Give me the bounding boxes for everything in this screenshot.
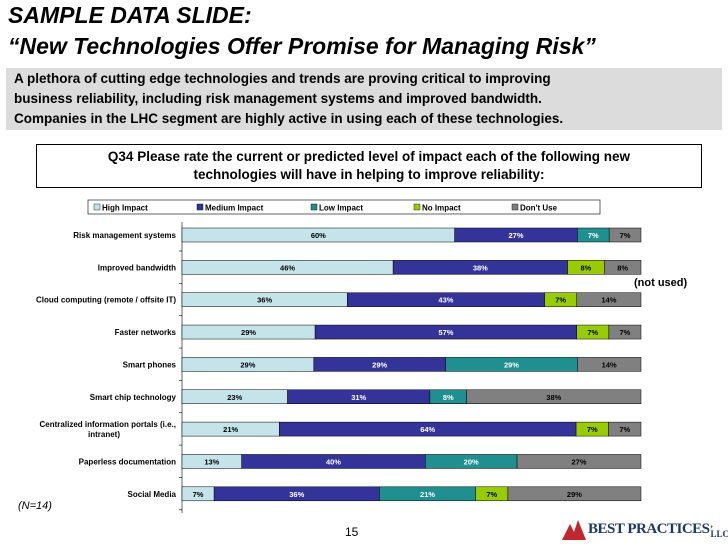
slide-title-line1: SAMPLE DATA SLIDE: <box>8 2 252 28</box>
intro-box: A plethora of cutting edge technologies … <box>6 68 722 130</box>
question-box: Q34 Please rate the current or predicted… <box>36 144 702 188</box>
category-label-improved-bandwidth: Improved bandwidth <box>98 263 176 272</box>
legend-label-low-impact: Low Impact <box>319 204 363 213</box>
legend-swatch-high-impact <box>93 203 101 211</box>
data-label: 7% <box>620 231 631 240</box>
data-label: 60% <box>311 231 326 240</box>
data-label: 29% <box>567 490 582 499</box>
chart-legend: High Impact Medium Impact Low Impact No Imp… <box>87 199 601 215</box>
intro-line-1: A plethora of cutting edge technologies … <box>14 71 551 86</box>
logo-text: BEST PRACTICES <box>588 520 710 537</box>
data-label: 29% <box>241 328 256 337</box>
chart-bars: Risk management systems 60% 27% 7% 7% Improve… <box>36 222 642 514</box>
data-label: 7% <box>587 328 598 337</box>
data-label: 8% <box>580 263 591 272</box>
category-label-risk-management-systems: Risk management systems <box>73 231 176 240</box>
data-label: 8% <box>443 393 454 402</box>
category-label-centralized-information-portals-i-e-intr: Centralized information portals (i.e., in… <box>40 420 176 439</box>
logo-mark-icon <box>562 518 586 540</box>
question-line-1: Q34 Please rate the current or predicted… <box>107 149 631 164</box>
legend-swatch-medium-impact <box>196 203 204 211</box>
data-label: 38% <box>473 263 488 272</box>
data-label: 7% <box>555 296 566 305</box>
category-label-smart-phones: Smart phones <box>123 360 177 369</box>
data-label: 14% <box>602 360 617 369</box>
data-label: 29% <box>240 360 255 369</box>
legend-label-medium-impact: Medium Impact <box>205 204 264 213</box>
data-label: 7% <box>619 425 630 434</box>
legend-swatch-don-t-use <box>511 203 519 211</box>
bar-segment-don-t-use <box>608 324 642 340</box>
bar-segment-don-t-use <box>608 421 642 437</box>
data-label: 27% <box>509 231 524 240</box>
data-label: 29% <box>504 360 519 369</box>
bar-segment-don-t-use <box>577 357 642 372</box>
data-label: 46% <box>280 263 295 272</box>
bar-segment-don-t-use <box>516 454 642 469</box>
bar-segment-don-t-use <box>608 227 642 243</box>
question-line-2: technologies will have in helping to imp… <box>193 167 545 182</box>
data-label: 43% <box>438 296 453 305</box>
not-used-note: (not used) <box>634 277 688 289</box>
data-label: 14% <box>601 296 616 305</box>
data-label: 7% <box>587 425 598 434</box>
data-label: 13% <box>204 457 219 466</box>
slide-title-line2: “New Technologies Offer Promise for Mana… <box>8 33 596 59</box>
data-label: 31% <box>351 393 366 402</box>
data-label: 20% <box>464 457 479 466</box>
stacked-bar-chart: High Impact Medium Impact Low Impact No Imp… <box>36 199 642 514</box>
data-label: 64% <box>420 425 435 434</box>
category-label-cloud-computing-remote-offsite-it: Cloud computing (remote / offsite IT) <box>36 296 176 305</box>
data-label: 23% <box>227 393 242 402</box>
legend-frame <box>87 199 601 215</box>
data-label: 8% <box>617 263 628 272</box>
category-label-faster-networks: Faster networks <box>115 328 177 337</box>
sample-size-note: (N=14) <box>18 500 52 512</box>
bar-segment-don-t-use <box>576 292 642 307</box>
legend-label-don-t-use: Don't Use <box>520 204 558 213</box>
company-logo: BEST PRACTICES , LLC <box>562 518 728 540</box>
data-label: 7% <box>486 490 497 499</box>
bar-segment-don-t-use <box>466 389 642 404</box>
data-label: 29% <box>372 360 387 369</box>
data-label: 21% <box>223 425 238 434</box>
category-label-social-media: Social Media <box>128 490 177 499</box>
data-label: 21% <box>420 490 435 499</box>
category-label-smart-chip-technology: Smart chip technology <box>90 393 177 402</box>
legend-swatch-no-impact <box>413 203 421 211</box>
page-number: 15 <box>345 525 359 539</box>
legend-label-high-impact: High Impact <box>102 204 148 213</box>
data-label: 7% <box>193 490 204 499</box>
logo-suffix: , LLC <box>710 519 728 539</box>
data-label: 36% <box>289 490 304 499</box>
bar-segment-don-t-use <box>507 486 642 502</box>
data-label: 38% <box>546 393 561 402</box>
data-label: 36% <box>257 296 272 305</box>
legend-swatch-low-impact <box>310 203 318 211</box>
category-label-paperless-documentation: Paperless documentation <box>79 457 176 466</box>
data-label: 7% <box>620 328 631 337</box>
data-label: 7% <box>588 231 599 240</box>
data-label: 40% <box>326 457 341 466</box>
bar-segment-don-t-use <box>604 260 642 275</box>
data-label: 57% <box>438 328 453 337</box>
legend-label-no-impact: No Impact <box>422 204 461 213</box>
intro-line-3: Companies in the LHC segment are highly … <box>14 111 564 126</box>
data-label: 27% <box>572 457 587 466</box>
intro-line-2: business reliability, including risk man… <box>14 91 542 106</box>
